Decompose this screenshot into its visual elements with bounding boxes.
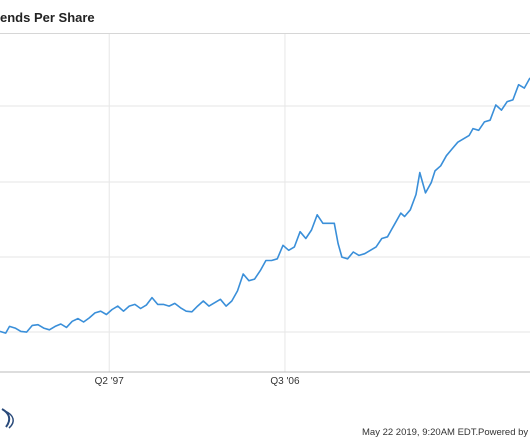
chart-title: ends Per Share [0,10,95,25]
footer-timestamp: May 22 2019, 9:20AM EDT. [362,427,479,438]
line-chart [0,34,530,373]
ycharts-logo-icon [1,408,14,429]
x-tick-label-0: Q2 '97 [94,376,124,387]
series-line-0 [0,77,530,334]
footer-powered-by: Powered by [478,427,529,438]
x-tick-label-1: Q3 '06 [270,376,300,387]
title-divider [0,33,530,34]
